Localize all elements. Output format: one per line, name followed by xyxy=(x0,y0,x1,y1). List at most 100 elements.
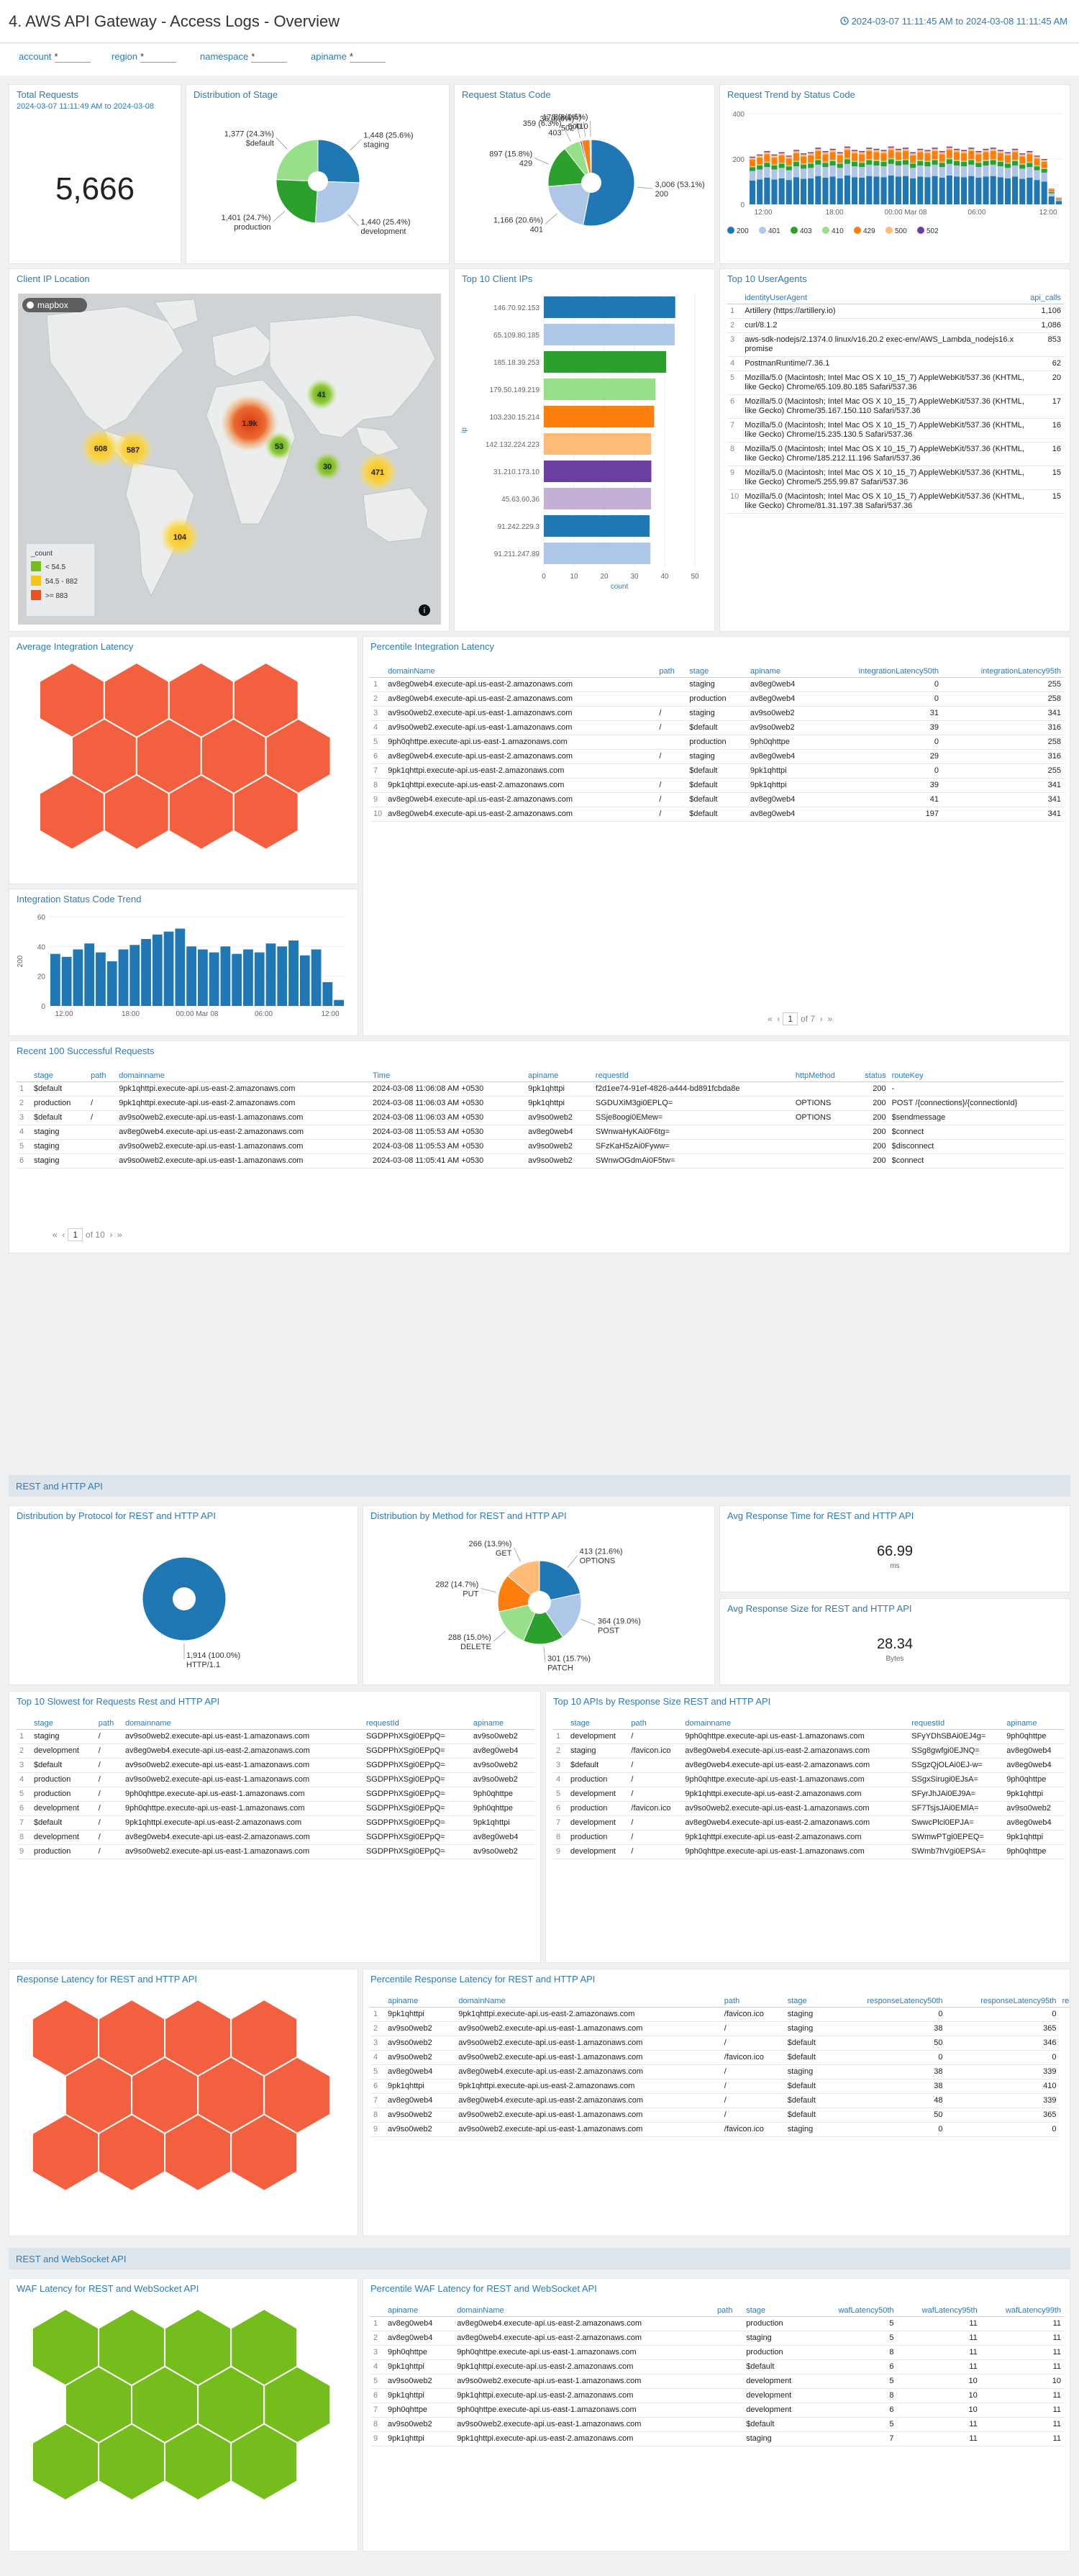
trend-bar-segment-401[interactable] xyxy=(888,163,894,176)
trend-bar-segment-403[interactable] xyxy=(910,163,916,168)
trend-bar-segment-429[interactable] xyxy=(793,153,799,161)
trend-bar-segment-401[interactable] xyxy=(1048,193,1055,196)
trend-bar-segment-502[interactable] xyxy=(961,150,968,151)
trend-bar-segment-401[interactable] xyxy=(837,168,843,178)
trend-bar-segment-401[interactable] xyxy=(895,165,901,177)
column-header[interactable]: domainName xyxy=(385,666,657,678)
trend-bar-segment-500[interactable] xyxy=(851,150,858,153)
trend-bar-segment-403[interactable] xyxy=(1048,191,1055,194)
trend-bar-segment-410[interactable] xyxy=(844,158,850,160)
table-row[interactable]: 2 av8eg0web4.execute-api.us-east-2.amazon… xyxy=(370,691,1064,707)
trend-bar-segment-500[interactable] xyxy=(786,156,792,159)
trend-bar-segment-200[interactable] xyxy=(1019,178,1026,204)
trend-bar-segment-200[interactable] xyxy=(1048,196,1055,204)
table-row[interactable]: 7 development / av8eg0web4.execute-api.us-e… xyxy=(553,1815,1064,1831)
trend-bar-segment-200[interactable] xyxy=(859,177,865,204)
filter-account[interactable]: account * xyxy=(19,51,91,63)
trend-bar-segment-500[interactable] xyxy=(975,152,982,155)
trend-bar-segment-502[interactable] xyxy=(859,150,865,153)
trend-bar-segment-401[interactable] xyxy=(851,166,858,178)
trend-bar-segment-429[interactable] xyxy=(1034,158,1040,165)
table-row[interactable]: 8 Mozilla/5.0 (Macintosh; Intel Mac OS X … xyxy=(727,442,1064,466)
table-row[interactable]: 3 $default / av9so0web2.execute-api.us-east… xyxy=(17,1758,534,1773)
table-row[interactable]: 9 av9so0web2 av9so0web2.execute-api.us-eas… xyxy=(370,2122,1070,2137)
table-row[interactable]: 9 9pk1qhttpi 9pk1qhttpi.execute-api.us-eas… xyxy=(370,2431,1064,2446)
honeycomb-cell[interactable] xyxy=(230,2423,299,2501)
trend-bar-segment-200[interactable] xyxy=(895,176,901,204)
trend-bar-segment-403[interactable] xyxy=(917,160,924,165)
trend-bar-segment-429[interactable] xyxy=(844,150,850,158)
trend-bar-segment-410[interactable] xyxy=(946,158,952,160)
column-header[interactable]: apiname xyxy=(747,666,820,678)
trend-bar-segment-200[interactable] xyxy=(837,178,843,204)
trend-bar-segment-200[interactable] xyxy=(902,176,909,204)
table-row[interactable]: 5 production/9ph0qhttpe.execute-api.us-ea… xyxy=(17,1787,534,1802)
table-row[interactable]: 2 staging/favicon.ico av8eg0web4.execute-a… xyxy=(553,1743,1064,1759)
trend-bar-segment-502[interactable] xyxy=(1019,153,1026,155)
trend-bar-segment-500[interactable] xyxy=(983,150,989,153)
table-row[interactable]: 2 development / av8eg0web4.execute-api.us-e… xyxy=(17,1743,534,1759)
column-header[interactable]: stage xyxy=(686,666,747,678)
table-row[interactable]: 8 9pk1qhttpi.execute-api.us-east-2.amazon… xyxy=(370,778,1064,793)
trend-bar-segment-410[interactable] xyxy=(888,158,894,160)
integration-bar[interactable] xyxy=(277,946,288,1006)
trend-bar-segment-502[interactable] xyxy=(880,150,887,151)
column-header[interactable]: stage xyxy=(568,1718,629,1730)
rest-http-section-header[interactable]: REST and HTTP API xyxy=(9,1475,1070,1497)
trend-bar-segment-500[interactable] xyxy=(844,148,850,150)
column-header[interactable]: apiname xyxy=(1003,1718,1064,1730)
ip-bar[interactable] xyxy=(544,378,656,400)
trend-bar-segment-200[interactable] xyxy=(975,177,982,204)
trend-bar-segment-410[interactable] xyxy=(902,159,909,160)
table-row[interactable]: 9 production / av9so0web2.execute-api.us-ea… xyxy=(17,1844,534,1859)
trend-bar-segment-410[interactable] xyxy=(983,160,989,161)
column-header[interactable]: path xyxy=(721,1995,785,2008)
ip-bar[interactable] xyxy=(544,433,652,455)
trend-bar-segment-410[interactable] xyxy=(924,160,931,163)
trend-bar-segment-429[interactable] xyxy=(961,153,968,161)
ip-bubble-green[interactable] xyxy=(306,378,337,410)
trend-bar-segment-200[interactable] xyxy=(946,175,952,204)
trend-bar-segment-410[interactable] xyxy=(800,163,807,165)
rest-websocket-section-header[interactable]: REST and WebSocket API xyxy=(9,2248,1070,2269)
table-row[interactable]: 4 9pk1qhttpi 9pk1qhttpi.execute-api.us-eas… xyxy=(370,2359,1064,2375)
pie-slice-options[interactable] xyxy=(539,1560,581,1603)
trend-bar-segment-500[interactable] xyxy=(829,150,836,153)
trend-bar-segment-502[interactable] xyxy=(822,150,829,153)
column-header[interactable]: responseLatency50th xyxy=(832,1995,946,2008)
last-page-button[interactable]: » xyxy=(117,1230,122,1240)
trend-bar-segment-500[interactable] xyxy=(866,148,873,151)
table-row[interactable]: 1 av8eg0web4 av8eg0web4.execute-api.us-eas… xyxy=(370,2316,1064,2331)
integration-bar[interactable] xyxy=(73,949,83,1006)
integration-bar[interactable] xyxy=(243,949,253,1006)
table-row[interactable]: 4 av9so0web2 av9so0web2.execute-api.us-eas… xyxy=(370,2050,1070,2065)
trend-bar-segment-200[interactable] xyxy=(844,175,850,204)
table-row[interactable]: 9 Mozilla/5.0 (Macintosh; Intel Mac OS X … xyxy=(727,466,1064,490)
trend-bar-segment-403[interactable] xyxy=(793,162,799,167)
integration-bar[interactable] xyxy=(129,945,140,1006)
trend-bar-segment-429[interactable] xyxy=(750,159,756,167)
table-row[interactable]: 7 $default/9pk1qhttpi.execute-api.us-east… xyxy=(17,1815,534,1831)
trend-bar-segment-403[interactable] xyxy=(895,160,901,165)
table-row[interactable]: 6 production/favicon.ico av9so0web2.execut… xyxy=(553,1801,1064,1816)
table-row[interactable]: 7 Mozilla/5.0 (Macintosh; Intel Mac OS X … xyxy=(727,418,1064,443)
pie-slice-delete[interactable] xyxy=(498,1602,540,1642)
trend-bar-segment-502[interactable] xyxy=(924,150,931,151)
trend-bar-segment-502[interactable] xyxy=(764,150,770,153)
ip-bar[interactable] xyxy=(544,461,652,482)
trend-bar-segment-403[interactable] xyxy=(932,160,938,165)
trend-bar-segment-429[interactable] xyxy=(851,153,858,161)
trend-bar-segment-502[interactable] xyxy=(829,148,836,150)
trend-bar-segment-410[interactable] xyxy=(1012,160,1019,161)
table-row[interactable]: 4 production / av9so0web2.execute-api.us-ea… xyxy=(17,1772,534,1787)
trend-bar-segment-410[interactable] xyxy=(815,159,821,160)
table-row[interactable]: 3 av9so0web2 av9so0web2.execute-api.us-eas… xyxy=(370,2036,1070,2051)
trend-bar-segment-500[interactable] xyxy=(873,150,880,153)
trend-bar-segment-429[interactable] xyxy=(771,157,778,165)
column-header[interactable]: wafLatency50th xyxy=(813,2305,897,2317)
trend-bar-segment-401[interactable] xyxy=(800,168,807,179)
ip-bubble-red[interactable] xyxy=(221,394,278,452)
pie-slice-429[interactable] xyxy=(547,148,592,187)
trend-bar-segment-403[interactable] xyxy=(961,162,968,167)
trend-bar-segment-502[interactable] xyxy=(946,146,952,148)
